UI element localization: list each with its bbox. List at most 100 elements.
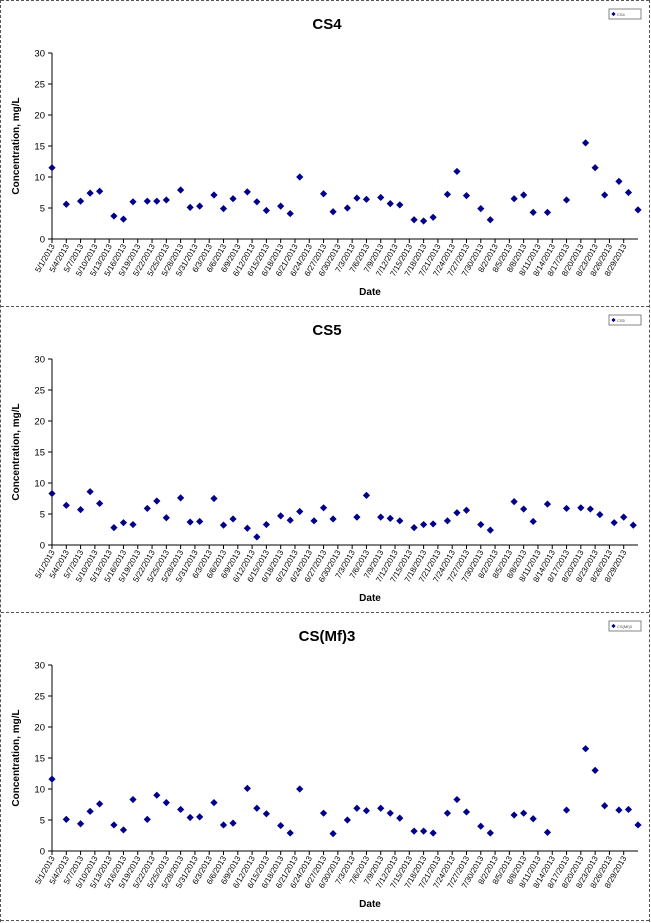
data-point [443,809,452,817]
data-point [162,514,170,522]
y-tick-label: 25 [34,692,45,703]
data-point [229,195,237,203]
data-point [386,809,394,817]
data-point [329,515,337,523]
data-point [410,827,418,835]
data-point [453,795,461,804]
data-point [453,167,461,176]
data-point [143,504,151,513]
data-point [96,499,104,508]
data-point [76,820,85,828]
data-point [262,206,270,215]
data-point [362,491,371,499]
data-point [543,500,552,508]
data-point [386,200,394,208]
data-point [296,173,304,181]
data-point [219,821,228,829]
data-point [196,517,204,526]
legend-label: CS4 [617,12,626,17]
data-point [377,193,385,202]
y-tick-label: 10 [34,479,45,490]
data-point [477,822,485,830]
y-tick-label: 5 [40,816,45,827]
data-point [62,200,70,208]
y-axis-label: Concentration, mg/L [11,709,22,806]
chart-cs5: CS5CS50510152025305/1/20135/4/20135/7/20… [11,314,642,604]
data-point [529,815,537,823]
data-point [443,517,452,525]
data-point [319,504,328,512]
legend: CS5 [608,314,642,326]
data-point [510,195,518,203]
data-point [591,766,599,774]
y-tick-label: 20 [34,111,45,122]
data-point [386,514,394,522]
y-tick-label: 0 [40,847,45,858]
data-point [119,826,128,834]
data-point [296,785,304,793]
data-point [153,197,161,205]
data-point [48,489,56,498]
data-point [377,804,385,812]
x-axis-label: Date [359,593,381,604]
chart-title: CS(Mf)3 [299,628,356,645]
data-point [586,505,594,513]
data-point [253,198,261,206]
data-point [119,215,128,223]
data-point [601,802,609,810]
data-point [520,505,528,513]
data-point [96,187,104,195]
chart-panel-csmf3: CS(Mf)3 CS(Mf)3 0 5 10 15 20 25 30 5/1/2013 5/4/20… [1,612,649,920]
y-tick-label: 25 [34,80,45,91]
data-point [591,164,599,172]
data-point [277,512,285,520]
data-point [177,186,185,194]
data-point [615,806,623,814]
page-border-bottom [1,920,649,921]
data-point [296,507,304,516]
data-point [177,805,185,814]
data-point [420,217,428,225]
data-point [462,192,471,200]
data-point [601,191,609,199]
data-point [543,208,552,216]
data-point [86,189,94,197]
data-point [143,815,151,823]
data-point [353,513,361,521]
data-point [581,139,590,147]
data-point [243,784,251,792]
data-point [462,506,471,514]
data-point [420,827,428,835]
data-point [196,813,204,821]
data-point [615,177,623,185]
y-tick-label: 10 [34,785,45,796]
data-point [329,208,337,216]
data-point [624,805,633,814]
chart-panel-cs4: CS4 CS4 0 5 10 15 20 25 30 5/1/2013 5/4/2013 5/7/20… [1,0,649,306]
data-point [529,517,537,526]
data-point [462,808,471,816]
chart-csmf3: CS(Mf)3CS(Mf)30510152025305/1/20135/4/20… [11,620,642,910]
y-tick-label: 15 [34,142,45,153]
data-point [229,819,237,827]
data-point [596,511,604,519]
data-point [577,504,585,512]
legend-box [608,314,642,326]
data-point [543,828,552,836]
data-point [110,524,118,532]
data-point [210,494,218,503]
data-point [243,188,251,196]
data-point [143,197,151,205]
data-point [186,518,194,526]
data-point [243,524,251,532]
data-point [634,206,642,214]
y-tick-label: 20 [34,417,45,428]
y-axis-label: Concentration, mg/L [11,97,22,194]
data-point [62,815,70,823]
data-point [610,519,618,527]
data-point [129,198,137,206]
data-point [186,203,194,211]
data-point [62,501,70,509]
data-point [629,521,637,529]
y-tick-label: 20 [34,723,45,734]
